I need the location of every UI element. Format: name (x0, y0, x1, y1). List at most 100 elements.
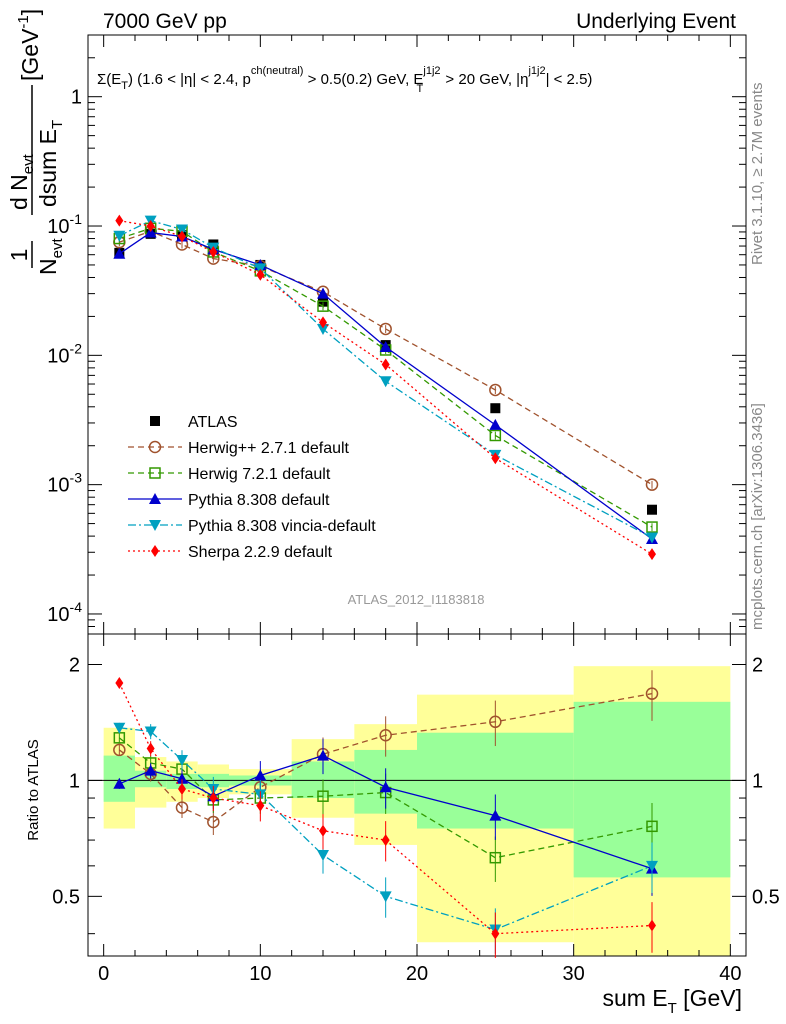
ratio-point-pythia-8-308-vincia-default (176, 754, 188, 766)
side-text-top: Rivet 3.1.10, ≥ 2.7M events (749, 83, 766, 266)
legend-marker-herwig-2-7-1-default (148, 440, 162, 454)
point-atlas (647, 504, 657, 515)
y-tick-label: 10-2 (47, 340, 82, 367)
point-pythia-8-308-default (113, 247, 126, 259)
header-left: 7000 GeV pp (103, 10, 227, 33)
point-herwig-7-2-1-default (646, 521, 658, 533)
point-sherpa-2-2-9-default (115, 214, 124, 227)
point-herwig-7-2-1-default (489, 429, 502, 442)
point-sherpa-2-2-9-default (256, 268, 265, 281)
ratio-point-herwig-2-7-1-default (207, 815, 220, 829)
x-tick-label: 20 (406, 963, 428, 985)
point-pythia-8-308-vincia-default (317, 323, 329, 335)
ratio-point-herwig-2-7-1-default (379, 729, 392, 742)
ratio-tick-label-left: 1 (69, 770, 80, 792)
header-right: Underlying Event (576, 10, 736, 33)
legend: ATLAS Herwig++ 2.7.1 default Herwig 7.2.1 … (128, 414, 376, 561)
point-herwig-7-2-1-default (317, 300, 329, 312)
point-sherpa-2-2-9-default (209, 245, 218, 258)
ratio-point-sherpa-2-2-9-default (648, 919, 656, 932)
point-sherpa-2-2-9-default (146, 220, 155, 233)
point-pythia-8-308-vincia-default (646, 532, 658, 544)
point-sherpa-2-2-9-default (491, 452, 500, 465)
chart-title: Σ(ET) (1.6 < |η| < 2.4, pch(neutral) > 0… (97, 65, 592, 95)
x-tick-label: 40 (719, 963, 741, 985)
side-text-bottom: mcplots.cern.ch [arXiv:1306.3436] (749, 403, 766, 630)
x-tick-label: 10 (249, 963, 271, 985)
point-pythia-8-308-default (489, 418, 502, 430)
legend-label-atlas: ATLAS (188, 414, 238, 431)
y-tick-label: 10-4 (47, 599, 82, 626)
point-herwig-2-7-1-default (379, 322, 392, 336)
svg-text:Nevt: Nevt (35, 238, 66, 275)
point-sherpa-2-2-9-default (381, 358, 390, 371)
point-pythia-8-308-vincia-default (176, 224, 188, 236)
ratio-point-pythia-8-308-vincia-default (317, 850, 329, 862)
legend-marker-sherpa-2-2-9-default (151, 545, 159, 557)
ratio-point-sherpa-2-2-9-default (381, 834, 390, 847)
point-pythia-8-308-vincia-default (379, 376, 392, 388)
point-sherpa-2-2-9-default (648, 548, 656, 561)
ratio-point-sherpa-2-2-9-default (115, 677, 124, 690)
point-sherpa-2-2-9-default (178, 230, 186, 243)
series-line-herwig-2-7-1-default (119, 230, 653, 486)
x-tick-label: 0 (98, 963, 109, 985)
ratio-line-herwig-2-7-1-default (118, 693, 653, 823)
ratio-tick-label-left: 2 (69, 654, 80, 676)
ratio-point-pythia-8-308-default (113, 777, 126, 789)
ratio-point-herwig-2-7-1-default (113, 743, 126, 757)
point-pythia-8-308-vincia-default (113, 230, 126, 242)
legend-label-herwig-7-2-1-default: Herwig 7.2.1 default (188, 466, 331, 483)
ratio-point-sherpa-2-2-9-default (491, 927, 500, 940)
svg-text:1: 1 (6, 249, 32, 262)
ratio-point-pythia-8-308-vincia-default (379, 891, 392, 903)
point-herwig-2-7-1-default (645, 478, 659, 491)
ratio-point-herwig-7-2-1-default (646, 820, 658, 833)
legend-label-sherpa-2-2-9-default: Sherpa 2.2.9 default (188, 544, 333, 561)
svg-text:[GeV-1]: [GeV-1] (15, 9, 43, 81)
ratio-point-pythia-8-308-default (144, 764, 157, 776)
legend-label-pythia-8-308-default: Pythia 8.308 default (188, 492, 330, 509)
ratio-tick-label-right: 1 (752, 770, 763, 792)
point-pythia-8-308-default (317, 287, 329, 299)
ratio-point-pythia-8-308-default (489, 809, 502, 821)
ratio-point-pythia-8-308-vincia-default (144, 726, 157, 738)
ratio-point-herwig-7-2-1-default (489, 851, 502, 864)
x-axis-label: sum ET [GeV] (602, 985, 742, 1017)
ratio-point-sherpa-2-2-9-default (319, 824, 327, 837)
series-line-pythia-8-308-vincia-default (119, 219, 653, 539)
legend-marker-pythia-8-308-default (149, 493, 161, 504)
svg-text:dsum ET: dsum ET (35, 120, 66, 207)
ratio-tick-label-right: 2 (752, 654, 763, 676)
point-atlas (490, 403, 501, 414)
ratio-point-pythia-8-308-default (317, 749, 329, 761)
y-axis-label: 1 Nevt d Nevt dsum ET [GeV-1] (6, 9, 66, 275)
legend-marker-atlas (150, 416, 160, 426)
ratio-y-label: Ratio to ATLAS (25, 739, 42, 840)
legend-marker-herwig-7-2-1-default (149, 467, 161, 479)
watermark: ATLAS_2012_I1183818 (348, 592, 485, 607)
point-sherpa-2-2-9-default (319, 316, 327, 329)
ratio-panel: 0.5 0.5 1 1 2 2 (52, 633, 780, 958)
ratio-point-pythia-8-308-default (176, 772, 188, 784)
main-panel: 10-4 10-3 10-2 10-1 1 Σ(ET) (1.6 < |η| < 2.4… (47, 34, 747, 635)
ratio-point-sherpa-2-2-9-default (178, 782, 186, 795)
ratio-line-sherpa-2-2-9-default (118, 682, 653, 935)
ratio-point-pythia-8-308-vincia-default (113, 722, 126, 734)
ratio-point-sherpa-2-2-9-default (146, 742, 155, 755)
main-frame (87, 34, 747, 635)
y-tick-label: 1 (71, 87, 82, 109)
ratio-point-sherpa-2-2-9-default (209, 792, 218, 805)
ratio-point-pythia-8-308-default (254, 769, 267, 781)
ratio-point-pythia-8-308-vincia-default (646, 860, 658, 872)
ratio-tick-label-right: 0.5 (752, 886, 780, 908)
ratio-point-sherpa-2-2-9-default (256, 799, 265, 812)
point-herwig-2-7-1-default (489, 383, 502, 397)
y-tick-label: 10-1 (47, 211, 82, 238)
legend-label-herwig-2-7-1-default: Herwig++ 2.7.1 default (188, 440, 350, 457)
ratio-point-pythia-8-308-default (379, 781, 392, 793)
point-pythia-8-308-default (379, 340, 392, 352)
ratio-tick-label-left: 0.5 (52, 886, 80, 908)
ratio-point-herwig-2-7-1-default (175, 801, 189, 814)
legend-label-pythia-8-308-vincia-default: Pythia 8.308 vincia-default (188, 518, 376, 535)
